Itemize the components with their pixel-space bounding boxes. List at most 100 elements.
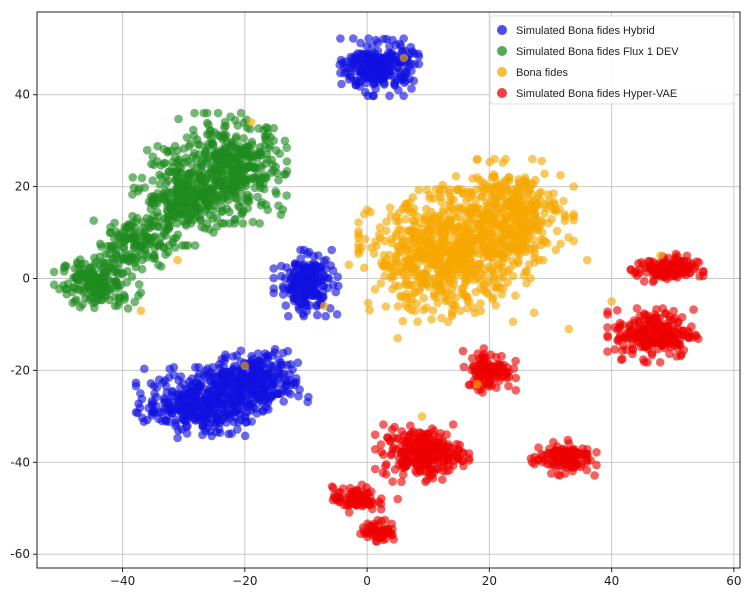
point-simulated-bona-fides-hyper-vae xyxy=(438,475,447,484)
point-simulated-bona-fides-hyper-vae xyxy=(647,350,657,360)
point-bona-fides xyxy=(607,297,616,306)
point-bona-fides xyxy=(418,228,428,238)
point-bona-fides xyxy=(538,235,548,245)
point-simulated-bona-fides-hybrid xyxy=(232,405,242,415)
point-simulated-bona-fides-flux-1-dev xyxy=(130,297,139,307)
point-bona-fides xyxy=(469,275,478,285)
point-bona-fides xyxy=(320,301,329,311)
point-simulated-bona-fides-hyper-vae xyxy=(398,470,408,480)
point-simulated-bona-fides-flux-1-dev xyxy=(244,161,254,170)
point-bona-fides xyxy=(399,257,409,267)
point-simulated-bona-fides-flux-1-dev xyxy=(79,288,89,297)
point-simulated-bona-fides-hyper-vae xyxy=(655,358,665,367)
point-simulated-bona-fides-hybrid xyxy=(181,385,191,394)
point-simulated-bona-fides-hybrid xyxy=(206,397,215,406)
point-simulated-bona-fides-flux-1-dev xyxy=(255,219,264,228)
point-simulated-bona-fides-hybrid xyxy=(281,301,291,310)
point-bona-fides xyxy=(481,209,490,218)
point-simulated-bona-fides-flux-1-dev xyxy=(166,146,176,155)
point-simulated-bona-fides-hyper-vae xyxy=(397,427,407,436)
point-simulated-bona-fides-flux-1-dev xyxy=(131,217,141,226)
point-bona-fides xyxy=(466,248,475,258)
point-bona-fides xyxy=(656,251,665,260)
point-simulated-bona-fides-hyper-vae xyxy=(425,451,435,460)
y-tick-label: 40 xyxy=(15,88,30,102)
point-bona-fides xyxy=(432,252,442,261)
point-bona-fides xyxy=(556,239,565,248)
point-simulated-bona-fides-hybrid xyxy=(311,260,320,270)
point-simulated-bona-fides-hyper-vae xyxy=(397,457,406,467)
point-simulated-bona-fides-hybrid xyxy=(399,91,408,101)
point-bona-fides xyxy=(569,210,578,219)
point-bona-fides xyxy=(535,189,544,198)
point-bona-fides xyxy=(472,173,482,182)
point-simulated-bona-fides-hybrid xyxy=(139,417,149,427)
point-simulated-bona-fides-hyper-vae xyxy=(662,336,671,345)
point-simulated-bona-fides-flux-1-dev xyxy=(161,179,171,188)
point-simulated-bona-fides-hyper-vae xyxy=(387,449,397,459)
point-simulated-bona-fides-hybrid xyxy=(150,389,159,399)
point-simulated-bona-fides-hyper-vae xyxy=(346,483,355,493)
point-simulated-bona-fides-hybrid xyxy=(312,302,322,311)
point-bona-fides xyxy=(508,317,518,327)
point-bona-fides xyxy=(382,226,391,235)
point-simulated-bona-fides-flux-1-dev xyxy=(139,223,148,233)
point-simulated-bona-fides-flux-1-dev xyxy=(122,278,132,287)
point-simulated-bona-fides-flux-1-dev xyxy=(274,175,283,185)
point-simulated-bona-fides-hybrid xyxy=(206,387,215,396)
point-simulated-bona-fides-flux-1-dev xyxy=(251,149,261,158)
point-bona-fides xyxy=(360,209,369,219)
point-simulated-bona-fides-hybrid xyxy=(385,70,394,80)
point-simulated-bona-fides-flux-1-dev xyxy=(132,239,142,248)
point-bona-fides xyxy=(480,246,490,255)
point-simulated-bona-fides-hybrid xyxy=(333,272,343,282)
point-bona-fides xyxy=(500,223,510,233)
point-simulated-bona-fides-hyper-vae xyxy=(557,449,567,459)
point-bona-fides xyxy=(537,218,547,227)
point-bona-fides xyxy=(462,231,471,241)
point-simulated-bona-fides-hybrid xyxy=(269,284,279,293)
point-simulated-bona-fides-flux-1-dev xyxy=(74,264,84,274)
point-simulated-bona-fides-flux-1-dev xyxy=(268,160,277,169)
point-simulated-bona-fides-flux-1-dev xyxy=(280,136,290,146)
point-simulated-bona-fides-hyper-vae xyxy=(408,437,418,447)
point-bona-fides xyxy=(521,247,531,257)
point-simulated-bona-fides-flux-1-dev xyxy=(86,285,95,295)
point-bona-fides xyxy=(461,276,471,286)
point-bona-fides xyxy=(469,233,479,243)
point-simulated-bona-fides-hybrid xyxy=(219,370,229,379)
point-simulated-bona-fides-hybrid xyxy=(323,273,332,283)
point-bona-fides xyxy=(421,237,430,247)
point-bona-fides xyxy=(498,250,508,259)
point-simulated-bona-fides-flux-1-dev xyxy=(274,201,283,210)
point-simulated-bona-fides-hyper-vae xyxy=(666,342,675,352)
point-simulated-bona-fides-flux-1-dev xyxy=(260,140,270,150)
point-simulated-bona-fides-hybrid xyxy=(194,369,204,379)
point-simulated-bona-fides-flux-1-dev xyxy=(174,114,183,124)
point-simulated-bona-fides-flux-1-dev xyxy=(117,255,126,264)
point-bona-fides xyxy=(371,237,380,246)
legend-marker xyxy=(497,88,507,98)
point-simulated-bona-fides-hybrid xyxy=(327,245,337,255)
point-simulated-bona-fides-hyper-vae xyxy=(363,519,372,528)
point-simulated-bona-fides-flux-1-dev xyxy=(230,219,239,228)
point-simulated-bona-fides-hyper-vae xyxy=(592,460,601,470)
point-bona-fides xyxy=(569,182,578,191)
point-simulated-bona-fides-hyper-vae xyxy=(672,343,682,353)
point-bona-fides xyxy=(387,234,396,244)
point-bona-fides xyxy=(514,256,523,266)
point-bona-fides xyxy=(534,255,544,265)
point-simulated-bona-fides-hyper-vae xyxy=(458,346,468,356)
point-bona-fides xyxy=(409,263,419,273)
point-bona-fides xyxy=(549,189,558,198)
point-simulated-bona-fides-hyper-vae xyxy=(665,349,674,359)
point-simulated-bona-fides-hyper-vae xyxy=(692,331,701,341)
point-simulated-bona-fides-hybrid xyxy=(214,424,224,434)
point-simulated-bona-fides-hyper-vae xyxy=(389,535,399,544)
point-bona-fides xyxy=(451,171,461,181)
point-simulated-bona-fides-flux-1-dev xyxy=(267,168,276,177)
point-simulated-bona-fides-flux-1-dev xyxy=(97,242,106,251)
point-simulated-bona-fides-hybrid xyxy=(336,68,345,78)
point-simulated-bona-fides-hyper-vae xyxy=(388,425,397,434)
